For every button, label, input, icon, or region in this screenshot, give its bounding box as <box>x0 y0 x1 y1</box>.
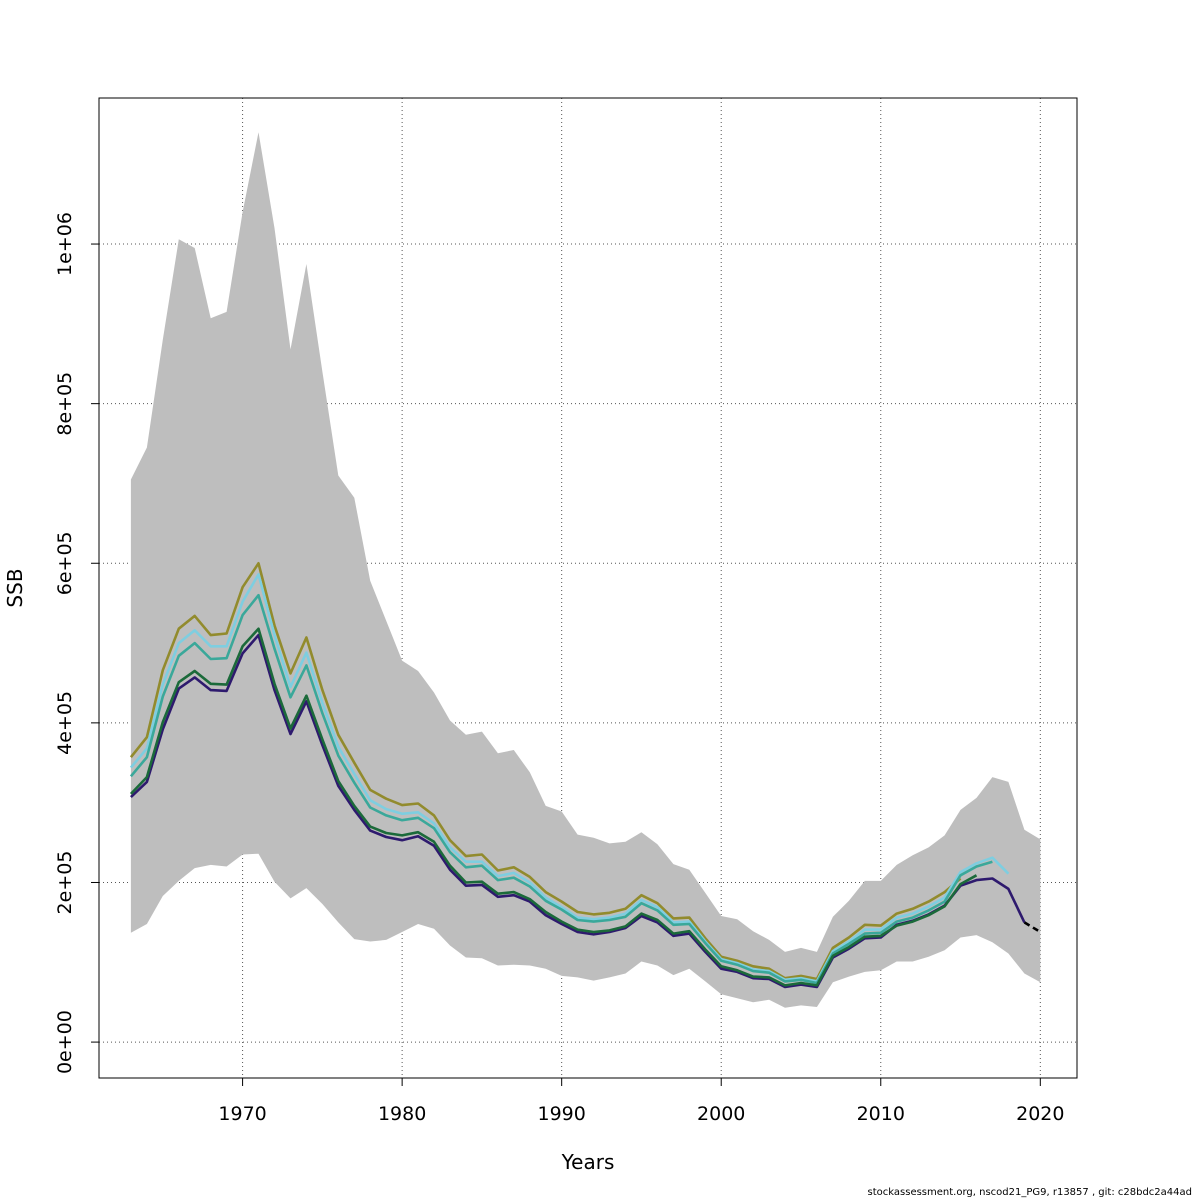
footer-source-text: stockassessment.org, nscod21_PG9, r13857… <box>867 1187 1192 1198</box>
y-axis-title: SSB <box>3 568 27 607</box>
x-tick-label: 1980 <box>378 1103 426 1125</box>
x-tick-label: 1970 <box>218 1103 266 1125</box>
y-tick-label: 4e+05 <box>54 691 76 755</box>
series-line-3 <box>129 593 993 985</box>
series-line-5 <box>129 627 978 987</box>
series-line-6 <box>1023 921 1041 934</box>
series-line-4 <box>130 633 1026 989</box>
y-axis: 0e+00 2e+05 4e+05 6e+05 8e+05 1e+06 <box>54 212 99 1074</box>
x-axis: 1970 1980 1990 2000 2010 2020 <box>218 1078 1064 1125</box>
x-tick-label: 1990 <box>537 1103 585 1125</box>
y-tick-label: 2e+05 <box>54 851 76 915</box>
x-tick-label: 2010 <box>857 1103 905 1125</box>
y-tick-label: 0e+00 <box>54 1010 76 1074</box>
x-tick-label: 2000 <box>697 1103 745 1125</box>
y-tick-label: 8e+05 <box>54 372 76 436</box>
series-layer <box>129 561 1041 989</box>
x-tick-label: 2020 <box>1016 1103 1064 1125</box>
x-axis-title: Years <box>561 1150 615 1174</box>
y-tick-label: 1e+06 <box>54 212 76 276</box>
confidence-band <box>130 132 1041 1008</box>
confidence-band-layer <box>130 132 1041 1008</box>
plot-frame <box>98 97 1078 1079</box>
y-tick-label: 6e+05 <box>54 531 76 595</box>
series-line-2 <box>129 573 1010 983</box>
